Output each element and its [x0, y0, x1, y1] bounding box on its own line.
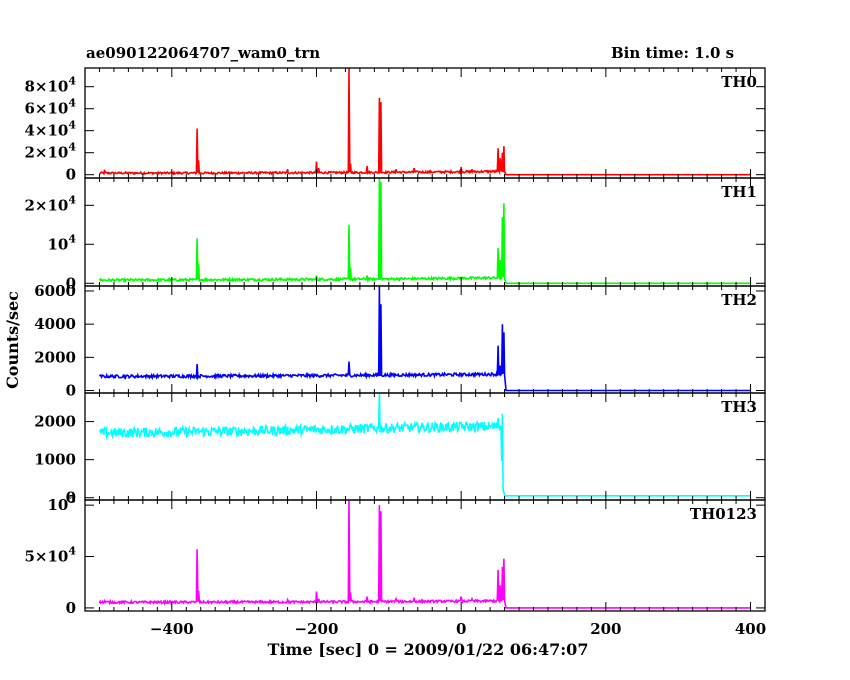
panel-frame: [84, 392, 766, 501]
y-tick-label: 0: [66, 274, 76, 292]
y-tick-label: 1000: [34, 451, 76, 469]
panel-th1: 0 104 2×104 TH1: [24, 177, 766, 292]
y-tick-label: 6000: [34, 282, 76, 300]
panel-frame: [84, 177, 766, 287]
panel-th2: 0 2000 4000 6000 TH2: [34, 282, 766, 400]
series-line-th3: [98, 392, 751, 497]
y-tick-label: 6×104: [24, 97, 76, 118]
series-line-th0: [98, 67, 751, 176]
panel-name-label: TH2: [721, 291, 757, 309]
y-tick-label: 2000: [34, 348, 76, 366]
x-tick-label: −200: [295, 620, 339, 638]
y-axis-title: Counts/sec: [3, 291, 22, 389]
series-line-th2: [98, 285, 751, 392]
panel-name-label: TH1: [721, 183, 757, 201]
x-tick-label: −400: [150, 620, 194, 638]
chart-title: ae090122064707_wam0_trn: [86, 44, 321, 62]
y-tick-label: 8×104: [24, 75, 76, 96]
panel-name-label: TH0123: [690, 505, 757, 523]
y-tick-label: 104: [47, 232, 76, 253]
panel-frame: [84, 499, 766, 612]
y-tick-label: 105: [47, 493, 76, 514]
y-tick-label: 0: [66, 166, 76, 184]
x-tick-label: 400: [735, 620, 766, 638]
panel-frame: [84, 67, 766, 179]
panel-name-label: TH3: [721, 398, 757, 416]
y-tick-label: 5×104: [24, 545, 76, 566]
y-tick-label: 0: [66, 489, 76, 507]
y-tick-label: 4000: [34, 315, 76, 333]
y-tick-label: 2×104: [24, 193, 76, 214]
bin-time-label: Bin time: 1.0 s: [611, 44, 735, 62]
y-tick-label: 2×104: [24, 141, 76, 162]
series-line-th1: [98, 177, 751, 285]
panel-name-label: TH0: [721, 73, 757, 91]
panel-th3: 0 1000 2000 TH3: [34, 392, 766, 507]
y-tick-label: 4×104: [24, 119, 76, 140]
y-tick-label: 0: [66, 599, 76, 617]
y-tick-label: 2000: [34, 413, 76, 431]
x-tick-label: 200: [590, 620, 621, 638]
y-tick-label: 0: [66, 382, 76, 400]
x-axis-title: Time [sec] 0 = 2009/01/22 06:47:07: [268, 640, 589, 659]
panel-th0123: 0 5×104 105 TH0123: [24, 493, 766, 617]
x-tick-label: 0: [456, 620, 466, 638]
series-line-th0123: [98, 499, 751, 609]
